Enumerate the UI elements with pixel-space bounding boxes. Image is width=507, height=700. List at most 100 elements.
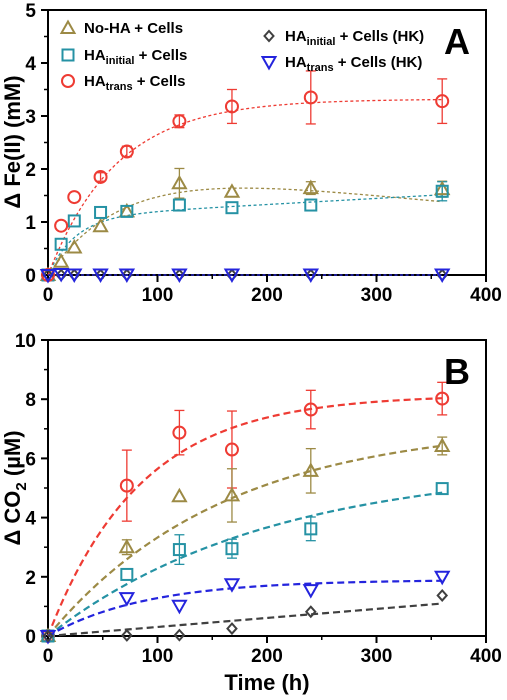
y-axis-title: Δ Fe(II) (mM) [0,75,25,208]
marker-square [67,214,81,228]
plot-frame [47,9,487,276]
legend-label-tail: + Cells [134,47,187,64]
marker-triangle-up [433,437,451,452]
marker-triangle-down [171,268,188,284]
legend-label-subscript: trans [106,81,133,93]
legend-label-main: No-HA + Cells [84,20,183,37]
marker-triangle-down [302,584,320,599]
y-tick-label: 0 [25,266,36,287]
marker-diamond [263,29,275,43]
x-tick-label: 300 [361,285,393,306]
marker-square [225,201,239,215]
marker-square [120,204,134,218]
y-tick-label: 0 [25,627,36,648]
fit-curve-hatrans [47,98,443,276]
marker-circle [224,442,239,457]
fit-curve-noha [47,444,443,637]
legend-label-main: HA [285,28,307,45]
legend-label-subscript: initial [106,55,135,67]
marker-square [435,184,449,198]
marker-square [172,543,186,557]
x-tick-label: 200 [251,285,283,306]
marker-circle [435,94,450,109]
marker-triangle-down [260,56,278,71]
x-tick-label: 0 [43,646,54,667]
legend-label-tail: + Cells (HK) [335,28,424,45]
marker-circle [435,391,450,406]
marker-square [304,522,318,536]
legend-item-hatrans: HAtrans + Cells [61,73,186,93]
marker-diamond [304,605,317,619]
y-tick-label: 4 [25,54,36,75]
marker-triangle-up [171,487,188,503]
x-tick-label: 200 [251,646,283,667]
x-tick-label: 300 [361,646,393,667]
marker-circle [61,74,75,88]
legend-label-tail: + Cells [133,73,186,90]
marker-triangle-down [223,578,241,593]
marker-diamond [436,588,449,602]
marker-triangle-up [66,238,83,254]
legend-label: HAinitial + Cells (HK) [285,28,424,48]
marker-circle [67,190,82,205]
fit-curve-hk_init [47,602,443,638]
y-axis-title: Δ CO2 (µM) [0,430,30,545]
marker-square [225,542,239,556]
marker-diamond [226,622,238,636]
marker-triangle-down [92,268,109,284]
legend-label: HAtrans + Cells [84,73,186,93]
legend-label: No-HA + Cells [84,20,183,37]
marker-triangle-up [223,183,241,198]
legend-label-subscript: initial [307,36,336,48]
x-axis-title: Time (h) [224,670,309,695]
marker-triangle-down [52,267,70,283]
y-tick-label: 3 [25,107,36,128]
marker-circle [303,90,318,105]
legend-item-hainit: HAinitial + Cells [61,47,187,67]
panel-label: A [444,21,470,62]
marker-triangle-up [59,19,77,34]
y-tick-label: 10 [15,331,36,352]
marker-diamond [173,628,186,642]
marker-diamond [42,629,54,643]
marker-triangle-down [302,268,320,284]
legend-label-main: HA [285,54,307,71]
legend-item-hk_trans: HAtrans + Cells (HK) [260,54,423,74]
x-tick-label: 100 [142,646,174,667]
legend-label-tail: + Cells (HK) [334,54,423,71]
marker-triangle-up [92,217,109,233]
marker-triangle-down [66,268,83,284]
legend-label-subscript: trans [307,62,334,74]
marker-square [435,482,449,496]
legend-label-main: HA [84,73,106,90]
marker-circle [119,478,134,493]
marker-triangle-down [39,269,57,284]
marker-circle [93,169,108,184]
marker-square [94,205,108,219]
y-tick-label: 5 [25,1,36,22]
marker-square [54,237,68,251]
marker-triangle-up [52,253,70,268]
legend-item-noha: No-HA + Cells [59,19,183,37]
y-tick-label: 6 [25,449,36,470]
legend-item-hk_init: HAinitial + Cells (HK) [263,28,424,48]
y-axis-title-unit: (µM) [0,430,25,482]
marker-triangle-up [223,486,241,502]
fit-curve-hainit [47,491,443,637]
marker-circle [172,425,187,440]
legend-label-main: HA [84,47,106,64]
marker-triangle-up [302,462,320,477]
x-tick-label: 0 [43,285,54,306]
x-tick-label: 400 [470,646,502,667]
marker-circle [172,114,187,129]
y-tick-label: 2 [25,568,36,589]
marker-triangle-up [171,174,188,190]
marker-triangle-up [118,538,136,554]
marker-triangle-down [118,592,136,607]
y-tick-label: 1 [25,213,36,234]
marker-triangle-up [302,179,320,195]
y-tick-label: 8 [25,390,36,411]
marker-square [61,48,75,62]
